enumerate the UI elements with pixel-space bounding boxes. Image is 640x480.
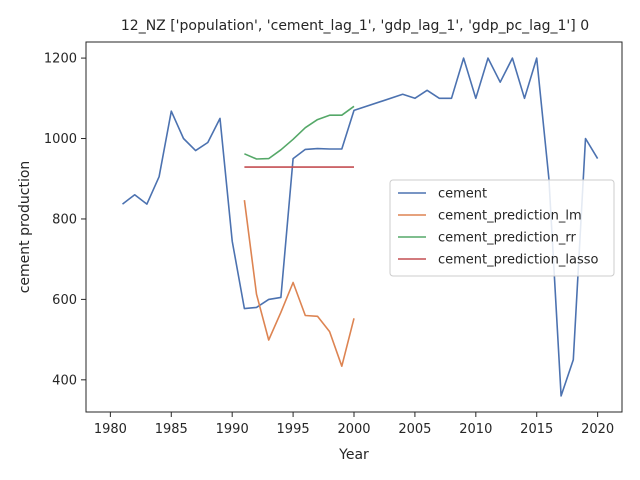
series-line-cement bbox=[122, 57, 599, 397]
x-tick-label: 1995 bbox=[277, 422, 310, 437]
plot-lines bbox=[122, 57, 599, 397]
x-tick-label: 2015 bbox=[520, 422, 553, 437]
series-line-cement_prediction_lm bbox=[243, 199, 355, 368]
y-tick-label: 400 bbox=[52, 373, 77, 388]
x-tick-label: 2020 bbox=[581, 422, 614, 437]
legend-label: cement bbox=[438, 187, 487, 202]
y-tick-label: 600 bbox=[52, 293, 77, 308]
y-axis: 400 600 800 1000 1200 bbox=[44, 52, 86, 388]
series-line-cement_prediction_rr bbox=[244, 105, 355, 160]
x-tick-label: 1980 bbox=[94, 422, 127, 437]
x-axis: 1980 1985 1990 1995 2000 2005 2010 2015 2020 bbox=[94, 412, 614, 437]
x-axis-label: Year bbox=[338, 447, 369, 463]
x-tick-label: 2005 bbox=[398, 422, 431, 437]
legend-box bbox=[389, 179, 615, 277]
legend: cement cement_prediction_lm cement_predict… bbox=[389, 179, 615, 277]
y-tick-label: 1200 bbox=[44, 52, 77, 67]
y-tick-label: 800 bbox=[52, 212, 77, 227]
y-tick-label: 1000 bbox=[44, 132, 77, 147]
x-tick-label: 1990 bbox=[216, 422, 249, 437]
legend-label: cement_prediction_lm bbox=[438, 209, 582, 224]
chart-title: 12_NZ ['population', 'cement_lag_1', 'gd… bbox=[121, 18, 589, 34]
legend-label: cement_prediction_rr bbox=[438, 231, 576, 246]
legend-label: cement_prediction_lasso bbox=[438, 253, 598, 268]
x-tick-label: 2010 bbox=[459, 422, 492, 437]
x-tick-label: 1985 bbox=[155, 422, 188, 437]
y-axis-label: cement production bbox=[17, 161, 33, 294]
x-tick-label: 2000 bbox=[337, 422, 370, 437]
